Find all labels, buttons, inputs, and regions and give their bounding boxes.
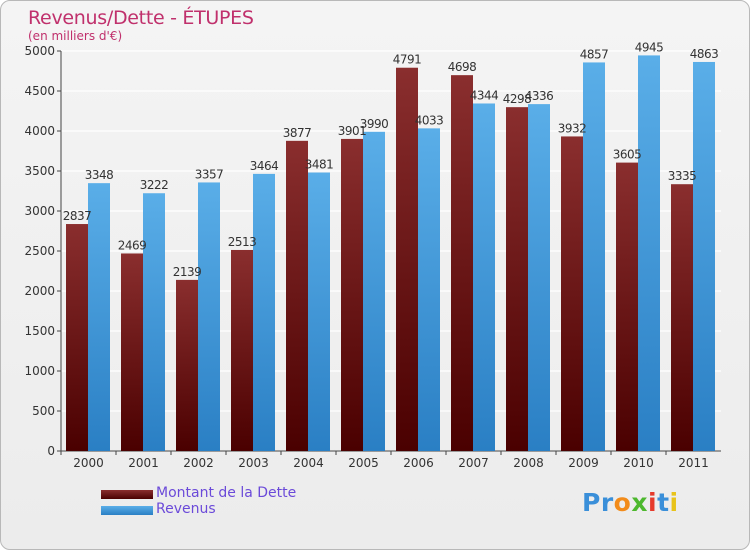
legend-label-revenue: Revenus: [156, 501, 216, 517]
bar-debt: [176, 279, 198, 451]
y-tick-label: 500: [32, 404, 55, 418]
data-label-revenue: 3348: [85, 168, 114, 182]
data-label-revenue: 4857: [580, 47, 609, 61]
logo-letter: r: [600, 488, 614, 517]
data-label-debt: 2837: [63, 209, 92, 223]
y-tick-label: 3500: [24, 164, 55, 178]
data-label-debt: 4791: [393, 53, 422, 67]
bar-revenue: [418, 128, 440, 452]
x-tick-label: 2005: [348, 456, 379, 470]
x-tick-label: 2009: [568, 456, 599, 470]
data-label-revenue: 4336: [525, 89, 554, 103]
y-tick-label: 0: [47, 444, 55, 458]
proxiti-logo: Proxiti: [582, 488, 679, 517]
bar-debt: [506, 107, 528, 451]
bar-debt: [341, 138, 363, 452]
bar-revenue: [308, 172, 330, 451]
y-tick-label: 3000: [24, 204, 55, 218]
bar-revenue: [528, 104, 550, 452]
x-tick-label: 2001: [128, 456, 159, 470]
bar-revenue: [143, 193, 165, 452]
x-tick-label: 2007: [458, 456, 489, 470]
bar-debt: [451, 75, 473, 451]
data-label-debt: 4298: [503, 92, 532, 106]
logo-letter: i: [648, 488, 658, 517]
logo-letter: t: [657, 488, 670, 517]
legend-swatch-revenue: [101, 506, 153, 515]
bar-debt: [66, 224, 88, 451]
grid: [61, 50, 721, 452]
bar-revenue: [88, 183, 110, 451]
bar-debt: [616, 162, 638, 451]
legend-swatch-debt: [101, 490, 153, 499]
bar-debt: [671, 184, 693, 451]
y-tick-label: 2500: [24, 244, 55, 258]
legend-label-debt: Montant de la Dette: [156, 485, 297, 501]
bars: [66, 55, 715, 452]
data-label-revenue: 3464: [250, 159, 279, 173]
logo-letter: x: [631, 488, 648, 517]
bar-revenue: [473, 103, 495, 451]
data-label-revenue: 4945: [635, 40, 664, 54]
bar-revenue: [583, 62, 605, 451]
x-tick-label: 2002: [183, 456, 214, 470]
data-label-debt: 3877: [283, 126, 312, 140]
data-label-revenue: 3990: [360, 117, 389, 131]
bar-debt: [231, 249, 253, 451]
y-tick-label: 1500: [24, 324, 55, 338]
data-labels: 2837 3348 2469 3222 2139 3357 2513 3464 3877 3481…: [63, 40, 719, 278]
data-label-debt: 3901: [338, 124, 367, 138]
data-label-debt: 3932: [558, 121, 587, 135]
bar-debt: [396, 67, 418, 451]
data-label-debt: 2469: [118, 238, 147, 252]
x-tick-label: 2004: [293, 456, 324, 470]
data-label-revenue: 3357: [195, 167, 224, 181]
data-label-debt: 4698: [448, 60, 477, 74]
data-label-debt: 3335: [668, 169, 697, 183]
y-tick-label: 1000: [24, 364, 55, 378]
x-tick-label: 2010: [623, 456, 654, 470]
bar-revenue: [693, 61, 715, 452]
data-label-revenue: 4863: [690, 47, 719, 61]
chart-subtitle: (en milliers d'€): [28, 29, 123, 43]
y-tick-label: 5000: [24, 44, 55, 58]
y-tick-label: 2000: [24, 284, 55, 298]
bar-debt: [286, 140, 308, 451]
x-tick-label: 2003: [238, 456, 269, 470]
logo-letter: P: [582, 488, 601, 517]
y-tick-label: 4000: [24, 124, 55, 138]
logo-letter: i: [669, 488, 679, 517]
x-tick-label: 2008: [513, 456, 544, 470]
axes: 0 500 1000 1500 2000 2500 3000 3500 4000 4500 5000…: [24, 44, 721, 470]
data-label-revenue: 3222: [140, 178, 169, 192]
x-tick-label: 2011: [678, 456, 709, 470]
data-label-debt: 2139: [173, 265, 202, 279]
bar-debt: [561, 136, 583, 451]
bar-debt: [121, 253, 143, 451]
x-tick-label: 2006: [403, 456, 434, 470]
data-label-debt: 3605: [613, 148, 642, 162]
data-label-revenue: 4033: [415, 113, 444, 127]
bar-revenue: [638, 55, 660, 452]
data-label-debt: 2513: [228, 235, 257, 249]
data-label-revenue: 3481: [305, 158, 334, 172]
x-tick-label: 2000: [73, 456, 104, 470]
bar-revenue: [253, 173, 275, 451]
y-tick-label: 4500: [24, 84, 55, 98]
logo-letter: o: [613, 488, 632, 517]
chart-title: Revenus/Dette - ÉTUPES: [28, 7, 254, 29]
bar-revenue: [363, 131, 385, 452]
data-label-revenue: 4344: [470, 88, 499, 102]
bar-revenue: [198, 182, 220, 451]
